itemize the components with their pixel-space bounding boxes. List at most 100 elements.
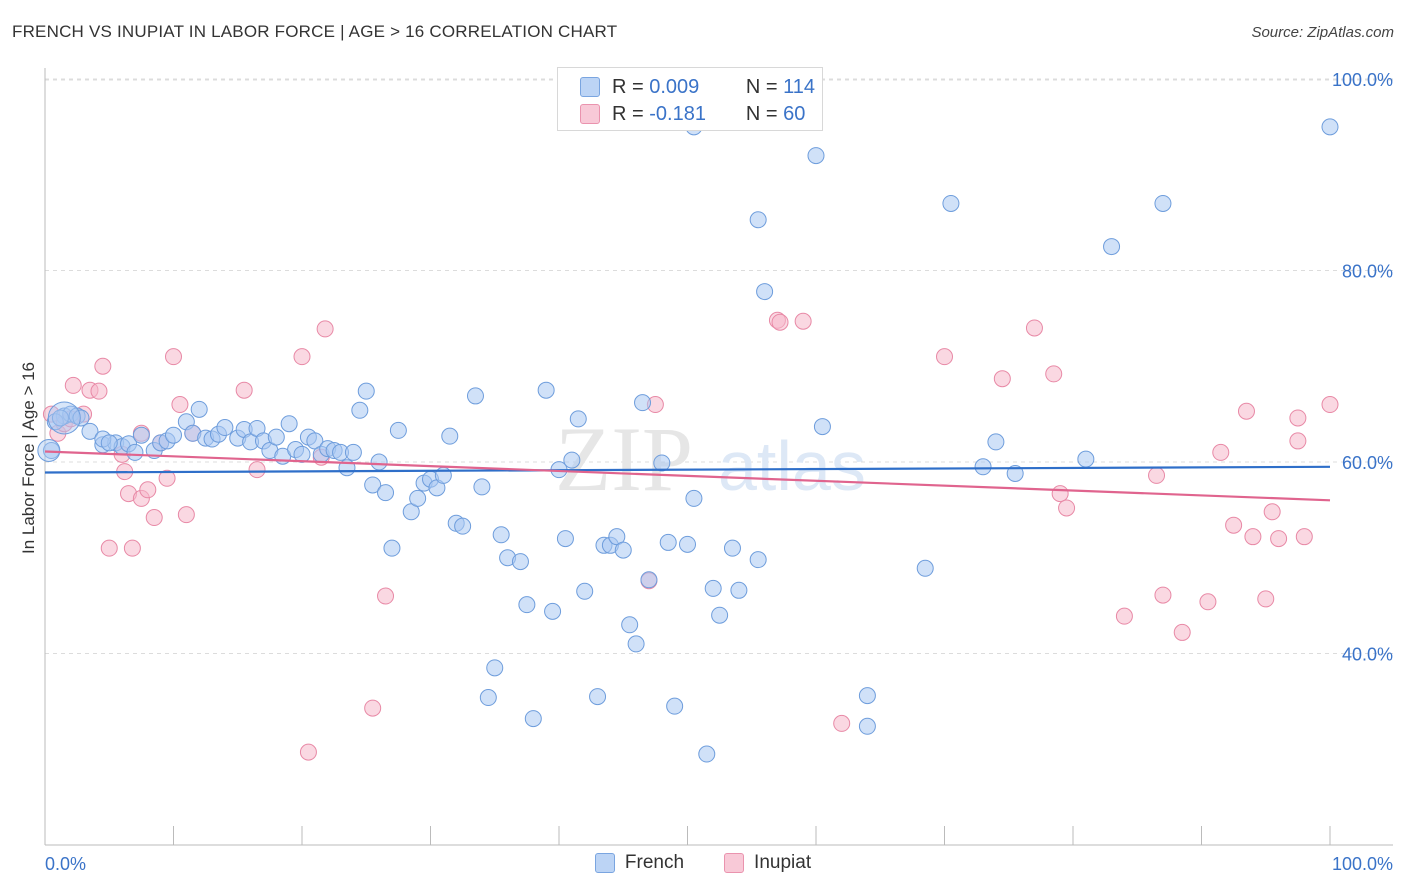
- inupiat-point: [1270, 530, 1288, 548]
- inupiat-point: [1289, 409, 1307, 427]
- inupiat-point: [1225, 516, 1243, 534]
- chart-title: FRENCH VS INUPIAT IN LABOR FORCE | AGE >…: [12, 22, 618, 41]
- legend-label-french: French: [624, 852, 685, 873]
- inupiat-point: [139, 481, 157, 499]
- gridlines: [45, 78, 1393, 654]
- inupiat-point: [1237, 402, 1255, 420]
- inupiat-point: [1263, 503, 1281, 521]
- legend-row-inupiat: R = -0.181 N = 60: [580, 101, 805, 127]
- french-point: [1006, 464, 1024, 482]
- french-point: [556, 530, 574, 548]
- series-french-points: [37, 118, 1339, 763]
- french-point: [518, 596, 536, 614]
- french-point: [537, 381, 555, 399]
- inupiat-point: [1321, 396, 1339, 414]
- french-swatch: [594, 853, 615, 873]
- inupiat-point: [248, 461, 266, 479]
- axes: [44, 68, 1393, 846]
- inupiat-point: [1244, 528, 1262, 546]
- french-point: [569, 410, 587, 428]
- inupiat-point: [235, 381, 253, 399]
- french-point: [511, 553, 529, 571]
- french-point: [351, 401, 369, 419]
- y-axis-title: In Labor Force | Age > 16: [19, 362, 38, 554]
- french-point: [723, 539, 741, 557]
- r-value: 0.009: [649, 75, 700, 98]
- inupiat-point: [833, 714, 851, 732]
- french-point: [267, 428, 285, 446]
- french-point: [576, 582, 594, 600]
- inupiat-point: [364, 699, 382, 717]
- french-cluster-point: [37, 439, 61, 463]
- inupiat-point: [771, 313, 789, 331]
- french-point: [280, 415, 298, 433]
- inupiat-point: [1199, 593, 1217, 611]
- french-point: [813, 418, 831, 436]
- chart-source: Source: ZipAtlas.com: [1251, 24, 1394, 41]
- series-inupiat-points: [42, 311, 1339, 761]
- french-point: [81, 422, 99, 440]
- x-tick-label: 0.0%: [45, 854, 86, 874]
- french-point: [383, 539, 401, 557]
- french-point: [666, 697, 684, 715]
- series-legend: French Inupiat: [0, 852, 1406, 874]
- french-point: [640, 571, 658, 589]
- inupiat-point: [1045, 365, 1063, 383]
- r-label: R =: [612, 75, 644, 98]
- french-point: [344, 443, 362, 461]
- french-point: [100, 434, 118, 452]
- french-swatch: [580, 77, 600, 97]
- french-point: [627, 635, 645, 653]
- french-point: [942, 194, 960, 212]
- r-value: -0.181: [649, 102, 706, 125]
- french-point: [524, 710, 542, 728]
- french-point: [756, 283, 774, 301]
- inupiat-point: [64, 376, 82, 394]
- french-point: [165, 426, 182, 444]
- french-point: [621, 616, 639, 634]
- inupiat-point: [90, 382, 108, 400]
- french-point: [492, 526, 510, 544]
- french-point: [1321, 118, 1339, 136]
- inupiat-point: [299, 743, 317, 761]
- french-point: [858, 687, 876, 705]
- y-tick-label: 80.0%: [1342, 262, 1393, 282]
- french-point: [711, 606, 729, 624]
- correlation-legend: R = 0.009 N = 114 R = -0.181 N = 60: [557, 67, 823, 131]
- french-point: [659, 533, 677, 551]
- inupiat-point: [993, 370, 1011, 388]
- inupiat-point: [171, 396, 189, 414]
- french-point: [589, 688, 607, 706]
- french-point: [72, 409, 90, 427]
- french-point: [679, 535, 696, 553]
- french-point: [454, 517, 472, 535]
- legend-row-french: R = 0.009 N = 114: [580, 74, 815, 100]
- legend-item-inupiat: Inupiat: [724, 852, 811, 874]
- n-label: N =: [745, 102, 778, 125]
- french-point: [466, 387, 484, 405]
- french-point: [51, 409, 69, 427]
- n-value: 60: [783, 102, 806, 125]
- french-point: [1077, 450, 1095, 468]
- y-tick-label: 100.0%: [1332, 70, 1393, 90]
- inupiat-point: [377, 587, 395, 605]
- french-cluster-point: [47, 401, 81, 435]
- watermark-atlas: atlas: [718, 427, 866, 505]
- french-point: [126, 443, 144, 461]
- french-point: [749, 551, 767, 569]
- inupiat-point: [1025, 319, 1043, 337]
- french-point: [441, 427, 459, 445]
- french-point: [409, 489, 427, 507]
- french-trend-line: [44, 465, 1331, 474]
- inupiat-point: [316, 320, 334, 338]
- french-point: [563, 451, 581, 469]
- french-point: [1154, 194, 1172, 212]
- french-point: [389, 421, 407, 439]
- inupiat-point: [145, 509, 163, 527]
- french-point: [614, 541, 632, 559]
- inupiat-point: [1295, 528, 1313, 546]
- french-point: [974, 458, 992, 476]
- inupiat-point: [936, 348, 953, 366]
- inupiat-point: [123, 539, 141, 557]
- inupiat-trend-line: [44, 450, 1331, 502]
